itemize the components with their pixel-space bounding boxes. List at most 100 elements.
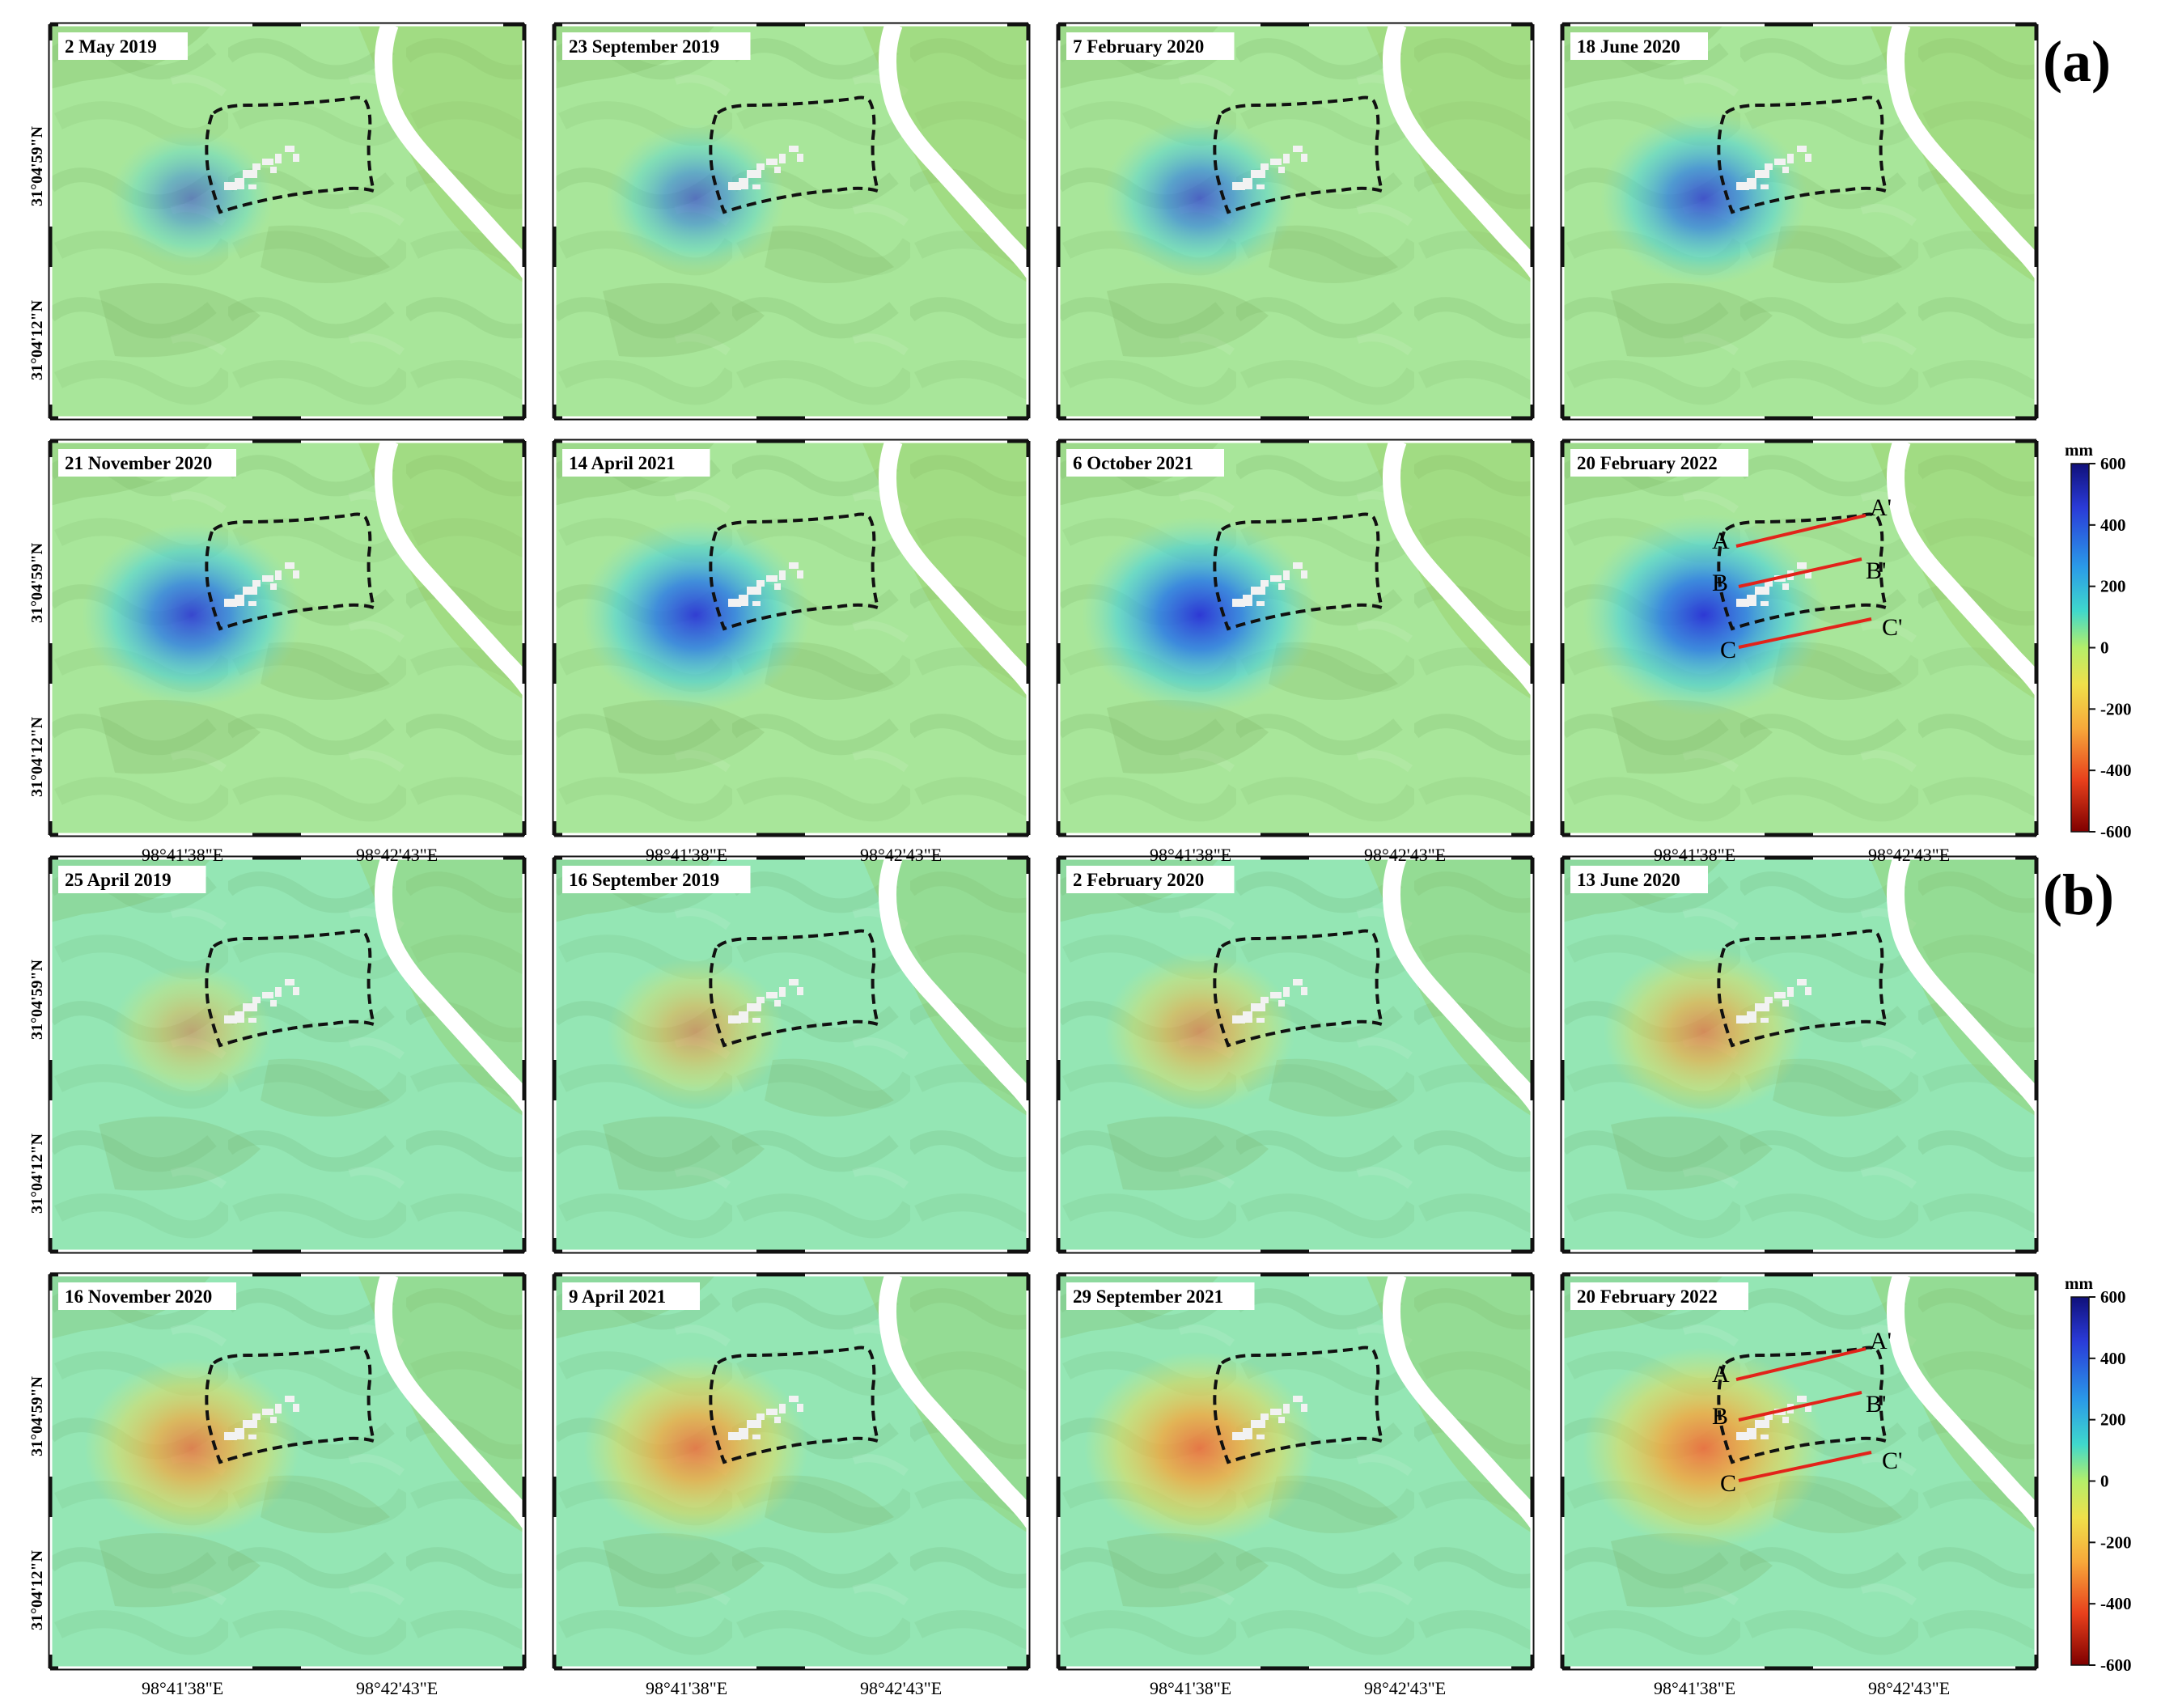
profile-line — [1738, 1451, 1872, 1482]
river — [1887, 24, 2036, 282]
landslide-boundary — [709, 929, 880, 1048]
longitude-label: 98°42'43"E — [1868, 1678, 1950, 1698]
river — [1887, 441, 2036, 698]
date-label: 2 May 2019 — [58, 32, 188, 60]
deformation-area — [606, 123, 786, 273]
landslide-boundary — [205, 1346, 376, 1464]
profile-start-label: A — [1712, 528, 1730, 554]
colorbar-tick: -400 — [2100, 1594, 2132, 1613]
latitude-label: 31°04'12"N — [28, 1549, 46, 1630]
group-tag: (a) — [2043, 29, 2111, 94]
longitude-label: 98°42'43"E — [356, 845, 438, 865]
profile-start-label: B — [1712, 1403, 1728, 1430]
date-text: 6 October 2021 — [1073, 453, 1193, 473]
deformation-area — [1603, 947, 1805, 1116]
landslide-boundary — [1213, 95, 1384, 214]
colorbar-tick: -200 — [2100, 699, 2132, 718]
date-text: 2 February 2020 — [1073, 870, 1204, 890]
longitude-label: 98°41'38"E — [1654, 845, 1735, 865]
colorbar-tick: -600 — [2100, 822, 2132, 841]
map-panel: 25 April 2019 — [48, 855, 527, 1254]
landslide-boundary — [1717, 95, 1888, 214]
longitude-label: 98°42'43"E — [1364, 845, 1446, 865]
date-text: 2 May 2019 — [65, 36, 157, 57]
date-text: 23 September 2019 — [569, 36, 719, 57]
date-text: 9 April 2021 — [569, 1286, 666, 1307]
date-label: 23 September 2019 — [562, 32, 751, 60]
data-gap-pixels — [728, 979, 803, 1024]
longitude-label: 98°41'38"E — [1654, 1678, 1735, 1698]
river — [1383, 858, 1532, 1115]
profile-end-label: A' — [1870, 494, 1892, 521]
profile-line — [1738, 557, 1862, 588]
deformation-area — [607, 957, 785, 1106]
date-text: 14 April 2021 — [569, 453, 676, 473]
profile-line — [1738, 617, 1872, 649]
map-panel: 7 February 2020 — [1056, 22, 1535, 421]
colorbar-tick: -600 — [2100, 1655, 2132, 1675]
date-label: 14 April 2021 — [562, 449, 710, 477]
data-gap-pixels — [1232, 562, 1307, 607]
data-gap-pixels — [224, 562, 299, 607]
longitude-label: 98°42'43"E — [1364, 1678, 1446, 1698]
colorbar-unit: mm — [2065, 1274, 2093, 1293]
profile-start-label: C — [1720, 1470, 1736, 1497]
landslide-boundary — [709, 95, 880, 214]
latitude-label: 31°04'59"N — [28, 125, 46, 206]
profile-line — [1738, 1391, 1862, 1422]
colorbar-tick: 600 — [2100, 1287, 2126, 1307]
latitude-label: 31°04'12"N — [28, 716, 46, 797]
data-gap-pixels — [1736, 146, 1811, 190]
colorbar-tick: 0 — [2100, 638, 2109, 658]
date-label: 16 September 2019 — [562, 866, 751, 893]
river — [375, 441, 524, 698]
colorbar-tick: -200 — [2100, 1532, 2132, 1552]
date-text: 25 April 2019 — [65, 870, 172, 890]
colorbar-tick: 0 — [2100, 1472, 2109, 1491]
deformation-area — [583, 1354, 808, 1542]
data-gap-pixels — [728, 146, 803, 190]
longitude-label: 98°42'43"E — [1868, 845, 1950, 865]
landslide-boundary — [1717, 1346, 1888, 1464]
river — [879, 441, 1028, 698]
landslide-boundary — [205, 95, 376, 214]
latitude-label: 31°04'59"N — [28, 959, 46, 1040]
map-panel: A A' B B' C C' 20 February 2022 — [1560, 1272, 2039, 1671]
date-label: 21 November 2020 — [58, 449, 236, 477]
profile-end-label: A' — [1870, 1328, 1892, 1354]
deformation-area — [83, 1358, 300, 1538]
landslide-boundary — [1213, 929, 1384, 1048]
landslide-boundary — [1717, 929, 1888, 1048]
landslide-boundary — [1717, 512, 1888, 631]
colorbar: mm 600 400 200 0 -200 -400 -600 — [2065, 440, 2132, 841]
date-label: 25 April 2019 — [58, 866, 206, 893]
date-label: 18 June 2020 — [1570, 32, 1708, 60]
map-panel: 23 September 2019 — [552, 22, 1031, 421]
longitude-label: 98°41'38"E — [142, 1678, 223, 1698]
landslide-boundary — [709, 512, 880, 631]
profile-end-label: B' — [1866, 557, 1886, 584]
map-panel: 29 September 2021 — [1056, 1272, 1535, 1671]
profile-line — [1735, 1347, 1867, 1381]
river — [879, 858, 1028, 1115]
profile-lines: A A' B B' C C' — [1712, 494, 1902, 663]
map-panel: A A' B B' C C' 20 February 2022 — [1560, 439, 2039, 837]
data-gap-pixels — [728, 1396, 803, 1440]
profile-start-label: A — [1712, 1361, 1730, 1388]
date-label: 7 February 2020 — [1066, 32, 1235, 60]
map-panel: 16 November 2020 — [48, 1272, 527, 1671]
latitude-label: 31°04'59"N — [28, 1375, 46, 1456]
river — [879, 24, 1028, 282]
colorbar-tick: 400 — [2100, 515, 2126, 535]
date-text: 16 November 2020 — [65, 1286, 212, 1307]
colorbar-unit: mm — [2065, 440, 2093, 460]
date-label: 20 February 2022 — [1570, 449, 1748, 477]
longitude-label: 98°41'38"E — [1150, 1678, 1231, 1698]
deformation-area — [581, 519, 811, 711]
map-panel: 2 February 2020 — [1056, 855, 1535, 1254]
profile-end-label: B' — [1866, 1391, 1886, 1418]
river — [1383, 1274, 1532, 1532]
profile-start-label: B — [1712, 570, 1728, 596]
data-gap-pixels — [728, 562, 803, 607]
